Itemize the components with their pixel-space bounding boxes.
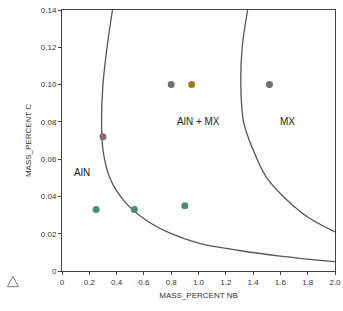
- svg-text:0.6: 0.6: [138, 278, 150, 287]
- svg-text:AlN: AlN: [74, 167, 90, 178]
- svg-text:MX: MX: [280, 116, 295, 127]
- svg-text:0.12: 0.12: [41, 43, 57, 52]
- svg-text:1.6: 1.6: [275, 278, 287, 287]
- svg-text:0.04: 0.04: [41, 192, 57, 201]
- svg-text:1.8: 1.8: [302, 278, 314, 287]
- svg-text:0: 0: [60, 278, 65, 287]
- svg-text:1.2: 1.2: [220, 278, 232, 287]
- svg-text:0.06: 0.06: [41, 155, 57, 164]
- svg-text:2.0: 2.0: [329, 278, 341, 287]
- svg-text:0.2: 0.2: [84, 278, 96, 287]
- svg-text:0.02: 0.02: [41, 230, 57, 239]
- svg-text:AlN + MX: AlN + MX: [177, 116, 220, 127]
- svg-text:0.14: 0.14: [41, 6, 57, 15]
- svg-text:MASS_PERCENT NB: MASS_PERCENT NB: [159, 291, 238, 300]
- svg-text:0.08: 0.08: [41, 118, 57, 127]
- svg-text:1.0: 1.0: [193, 278, 205, 287]
- svg-text:0.8: 0.8: [166, 278, 178, 287]
- svg-text:MASS_PERCENT C: MASS_PERCENT C: [24, 104, 33, 177]
- svg-text:1.4: 1.4: [248, 278, 260, 287]
- svg-text:0.10: 0.10: [41, 80, 57, 89]
- svg-text:0: 0: [52, 267, 57, 276]
- svg-text:0.4: 0.4: [111, 278, 123, 287]
